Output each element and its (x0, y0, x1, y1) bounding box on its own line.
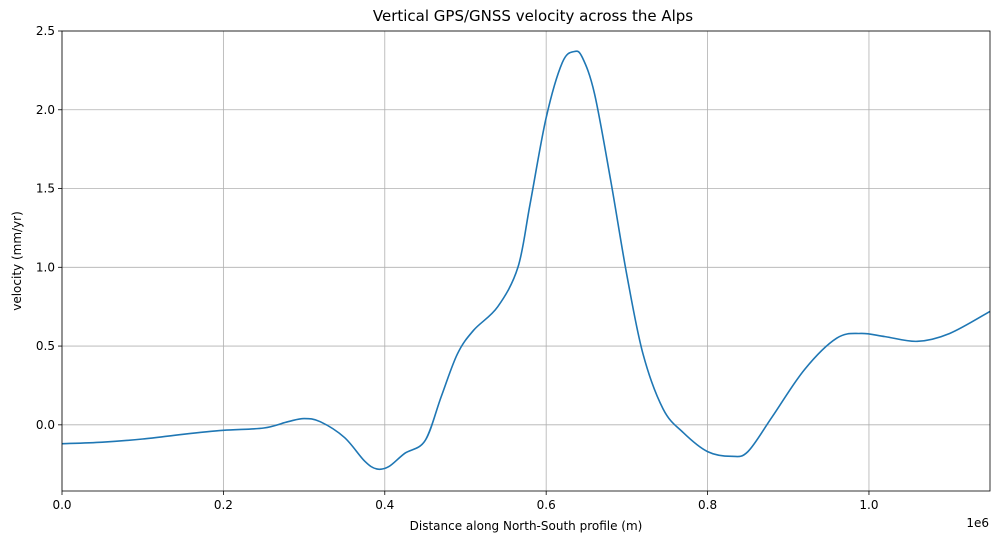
grid (61, 30, 990, 491)
x-tick-label: 0.6 (537, 498, 556, 512)
x-tick-label: 1.0 (859, 498, 878, 512)
x-axis-ticks: 0.0 0.2 0.4 0.6 0.8 1.0 (52, 491, 879, 512)
x-tick-label: 0.4 (375, 498, 394, 512)
plot-frame (61, 30, 991, 492)
y-axis-ticks: 0.0 0.5 1.0 1.5 2.0 2.5 (36, 24, 62, 432)
y-axis-label: velocity (mm/yr) (10, 211, 24, 311)
chart-title: Vertical GPS/GNSS velocity across the Al… (373, 7, 693, 25)
y-tick-label: 1.0 (36, 260, 55, 274)
series-line-0 (61, 50, 991, 471)
y-tick-label: 0.0 (36, 418, 55, 432)
y-tick-label: 2.5 (36, 24, 55, 38)
x-tick-label: 0.0 (52, 498, 71, 512)
x-axis-offset-label: 1e6 (966, 516, 989, 530)
series-group (61, 50, 991, 471)
y-tick-label: 2.0 (36, 103, 55, 117)
x-tick-label: 0.8 (698, 498, 717, 512)
x-axis-label: Distance along North-South profile (m) (410, 519, 643, 533)
x-tick-label: 0.2 (214, 498, 233, 512)
y-tick-label: 1.5 (36, 182, 55, 196)
y-tick-label: 0.5 (36, 339, 55, 353)
